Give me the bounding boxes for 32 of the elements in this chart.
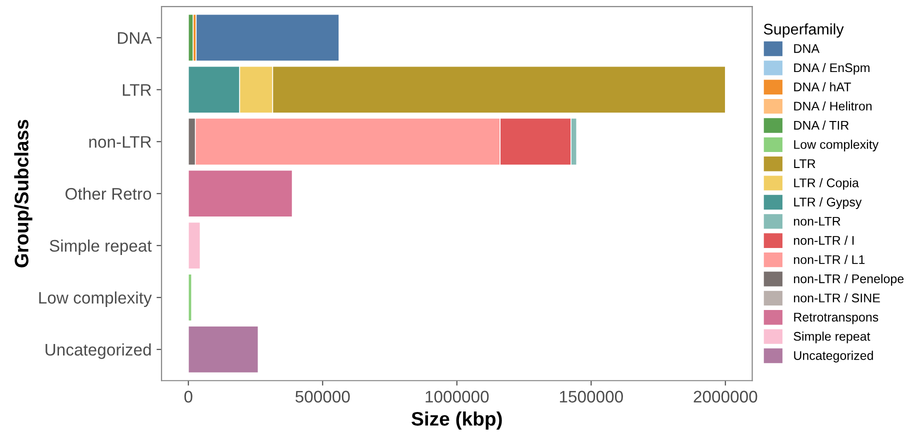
legend-label: non-LTR / Penelope bbox=[794, 274, 904, 286]
x-tick-label: 500000 bbox=[295, 390, 350, 403]
legend-label: LTR bbox=[794, 159, 816, 168]
x-tick-label: 1000000 bbox=[426, 390, 489, 403]
legend-label: DNA / EnSpm bbox=[794, 62, 870, 75]
legend-label: non-LTR / SINE bbox=[794, 293, 880, 302]
y-tick-label: Simple repeat bbox=[50, 239, 152, 256]
y-tick-label: non-LTR bbox=[89, 136, 152, 148]
legend-label: Simple repeat bbox=[794, 332, 870, 344]
legend-label: non-LTR / L1 bbox=[794, 254, 865, 264]
y-tick-label: Low complexity bbox=[39, 291, 152, 307]
y-tick-label: DNA bbox=[118, 32, 152, 44]
y-tick-label: LTR bbox=[122, 84, 152, 96]
legend-label: non-LTR / I bbox=[794, 236, 854, 245]
y-tick-label: Uncategorized bbox=[46, 343, 151, 359]
x-tick-label: 0 bbox=[184, 390, 192, 403]
legend-label: DNA / hAT bbox=[794, 82, 851, 92]
legend-label: DNA bbox=[794, 44, 820, 53]
x-tick-label: 2000000 bbox=[694, 390, 758, 403]
legend-label: LTR / Gypsy bbox=[794, 197, 862, 209]
legend-label: DNA / Helitron bbox=[794, 101, 872, 111]
x-axis-title: Size (kbp) bbox=[412, 411, 502, 430]
legend-label: Uncategorized bbox=[794, 350, 873, 362]
legend-label: DNA / TIR bbox=[794, 120, 849, 130]
legend-title: Superfamily bbox=[764, 23, 844, 38]
x-tick-label: 1500000 bbox=[560, 390, 623, 403]
legend-label: Low complexity bbox=[794, 140, 879, 152]
legend-label: Retrotranspons bbox=[794, 312, 878, 324]
legend-label: LTR / Copia bbox=[794, 178, 859, 190]
y-tick-label: Other Retro bbox=[66, 188, 152, 200]
y-axis-title: Group/Subclass bbox=[14, 120, 32, 268]
legend-label: non-LTR bbox=[794, 216, 840, 226]
